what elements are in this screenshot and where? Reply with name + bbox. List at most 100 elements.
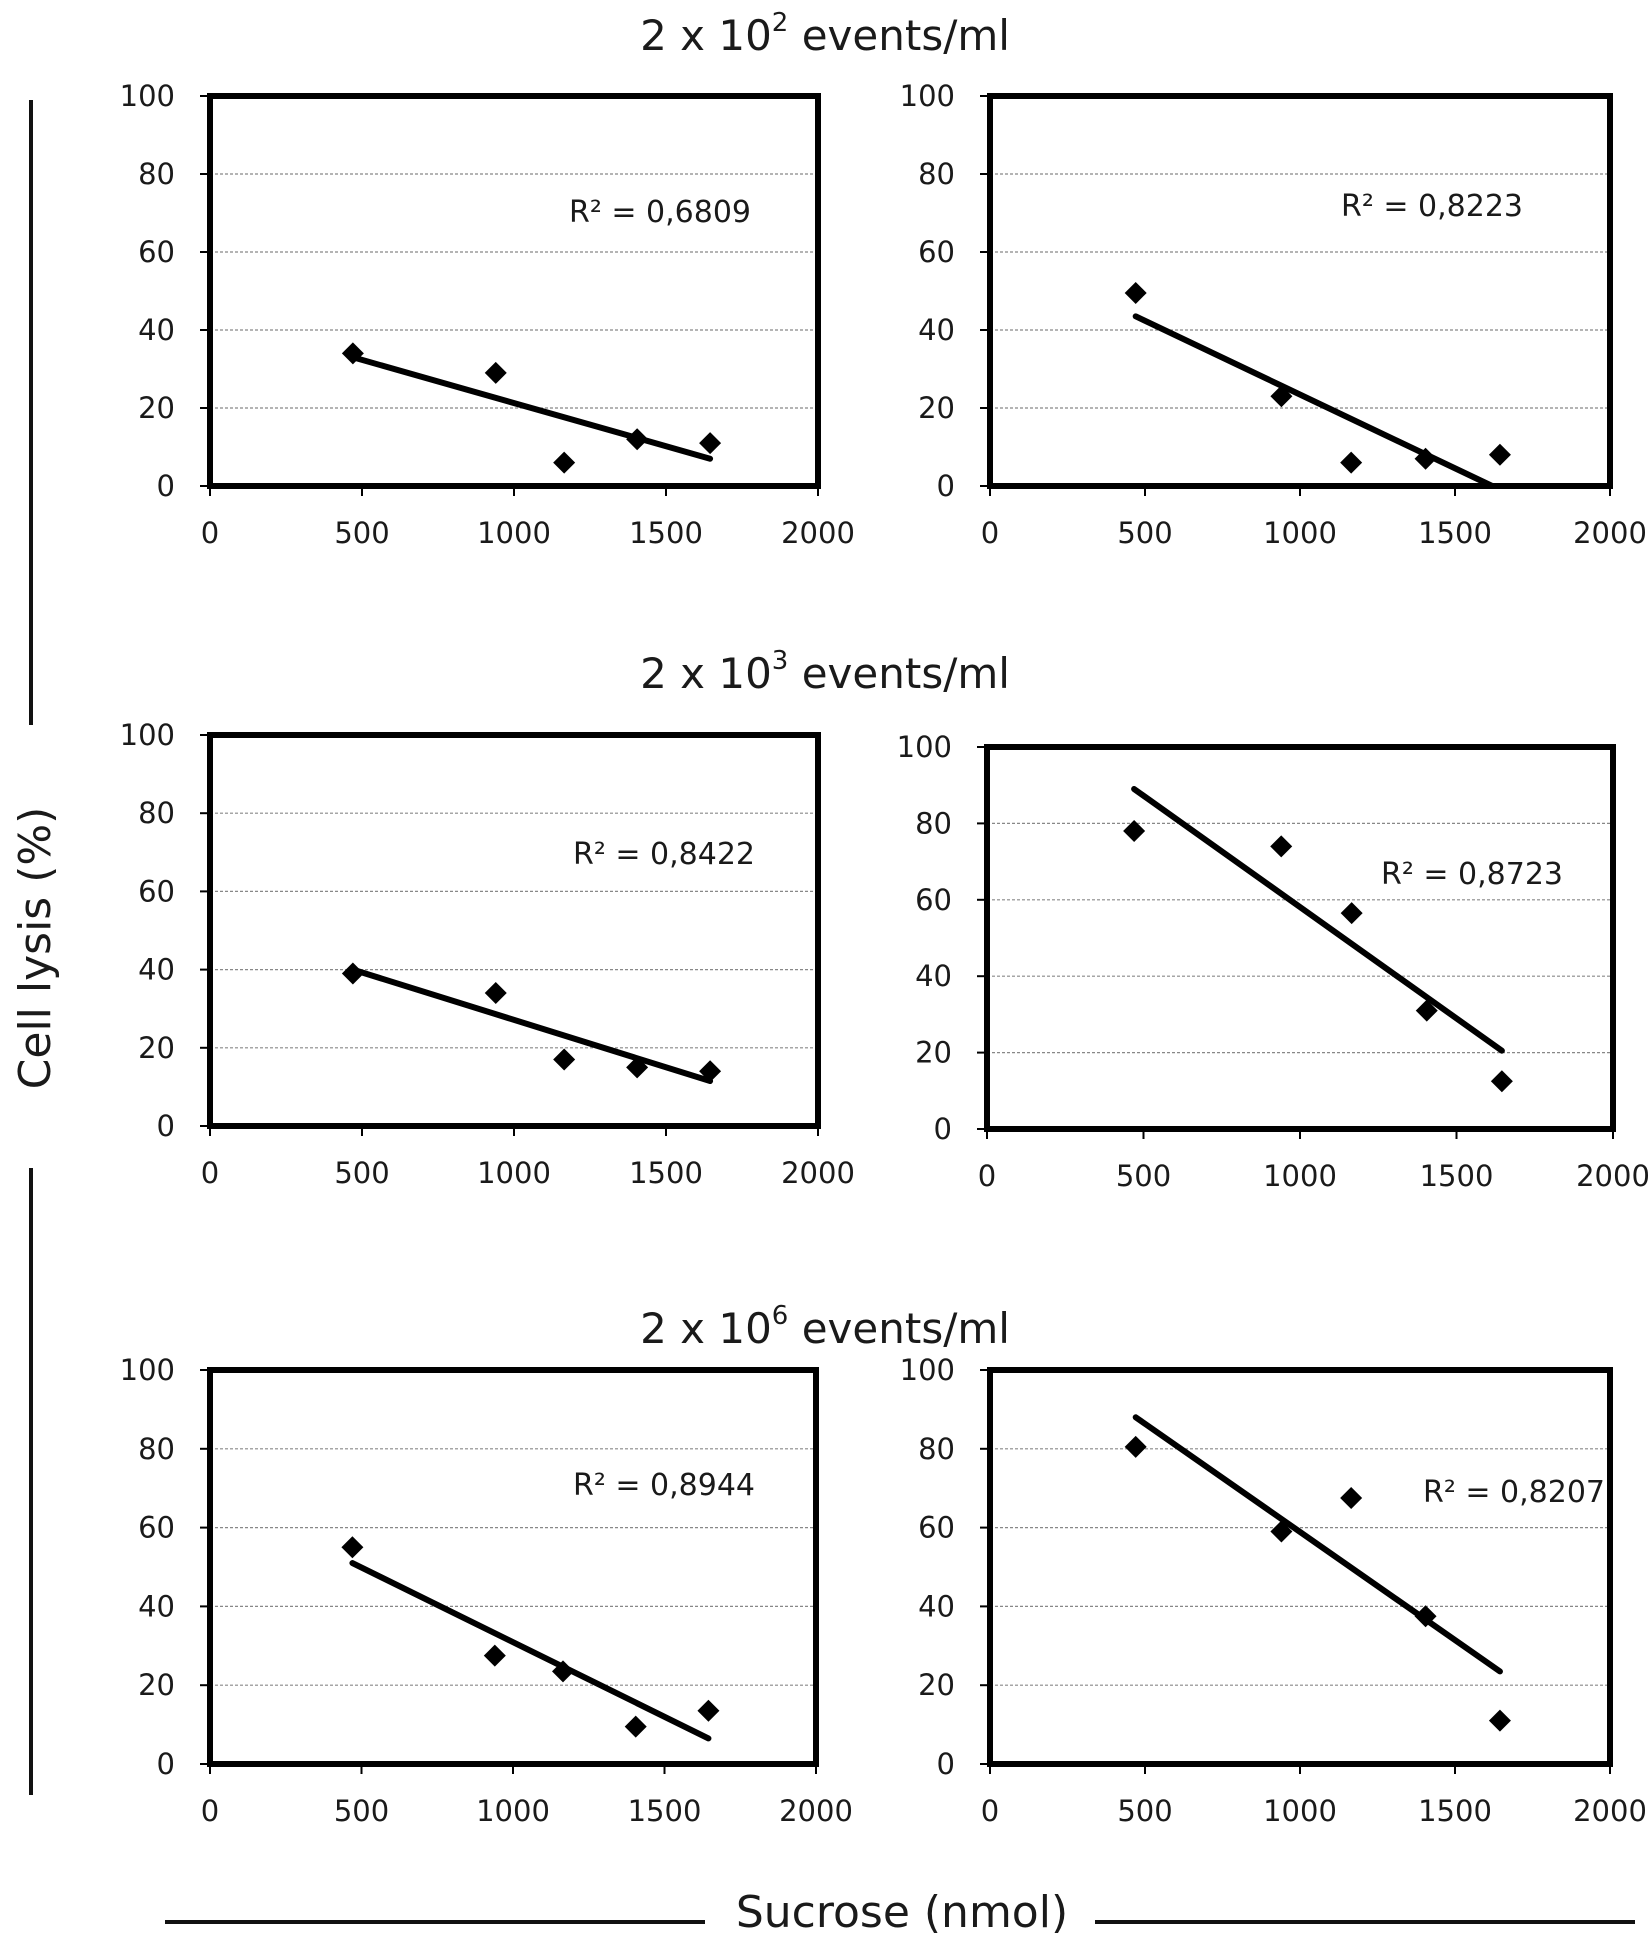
r1-left-xtick-label-0: 0 <box>201 516 219 550</box>
r2-right-data-point-0 <box>1123 820 1146 843</box>
r3-left-data-point-0 <box>341 1536 364 1559</box>
r1-left-ytick-label-3: 60 <box>138 235 175 269</box>
row-title-2-prefix: 2 x 10 <box>640 649 772 698</box>
r2-left-ytick-label-1: 20 <box>138 1031 175 1065</box>
r2-left-r2-label: R² = 0,8422 <box>573 837 755 872</box>
row-title-1-prefix: 2 x 10 <box>640 11 772 60</box>
r3-left-ytick-label-2: 40 <box>138 1589 175 1623</box>
r3-left-ytick-label-5: 100 <box>120 1353 175 1387</box>
r1-left-ytick-label-1: 20 <box>138 391 175 425</box>
r1-left-ytick-label-2: 40 <box>138 313 175 347</box>
r2-right-xtick-label-4: 2000 <box>1576 1159 1650 1193</box>
r3-left-ytick-label-1: 20 <box>138 1668 175 1702</box>
r3-right-trendline <box>1132 1414 1503 1675</box>
r1-right-data-point-3 <box>1414 447 1437 470</box>
r1-left-xtick-label-3: 1500 <box>629 516 703 550</box>
r3-right-r2-label: R² = 0,8207 <box>1423 1475 1605 1510</box>
r1-right-ytick-label-4: 80 <box>918 157 955 191</box>
r1-left-trendline <box>349 354 714 462</box>
r2-right-data-point-4 <box>1490 1070 1513 1093</box>
r2-left-data-point-4 <box>699 1060 722 1083</box>
r3-left-r2-label: R² = 0,8944 <box>573 1468 755 1503</box>
row-title-2-suffix: events/ml <box>788 649 1010 698</box>
r1-left-ytick-label-4: 80 <box>138 157 175 191</box>
r3-right-xtick-label-4: 2000 <box>1573 1794 1647 1828</box>
r2-left-data-point-0 <box>341 962 364 985</box>
r1-right-ytick-label-0: 0 <box>937 469 955 503</box>
r2-right-data-point-2 <box>1340 902 1363 925</box>
r1-left-r2-label: R² = 0,6809 <box>569 195 751 230</box>
r2-right-ytick-label-5: 100 <box>897 730 952 764</box>
r2-right-ytick-label-1: 20 <box>915 1036 952 1070</box>
r1-left-ytick-label-5: 100 <box>120 79 175 113</box>
r2-left-xtick-label-0: 0 <box>201 1156 219 1190</box>
r3-right-xtick-label-3: 1500 <box>1418 1794 1492 1828</box>
r3-right-plot-frame <box>987 1367 1613 1767</box>
r1-right-plot-frame <box>987 93 1613 489</box>
r3-left-trendline <box>349 1560 712 1742</box>
r2-left-ytick-label-5: 100 <box>120 718 175 752</box>
r3-right-ytick-label-2: 40 <box>918 1589 955 1623</box>
r3-right-data-point-0 <box>1124 1435 1147 1458</box>
r3-right-data-point-1 <box>1270 1520 1293 1543</box>
r3-left-data-point-3 <box>624 1715 647 1738</box>
r3-right-xtick-label-2: 1000 <box>1263 1794 1337 1828</box>
r2-right-r2-label: R² = 0,8723 <box>1381 857 1563 892</box>
y-axis-label: Cell lysis (%) <box>10 807 61 1090</box>
row-title-3-prefix: 2 x 10 <box>640 1304 772 1353</box>
r3-right-data-point-3 <box>1414 1605 1437 1628</box>
r3-left-ytick-label-0: 0 <box>157 1747 175 1781</box>
row-title-3-exponent: 6 <box>771 1301 789 1331</box>
r1-right-data-point-2 <box>1340 451 1363 474</box>
r2-left-data-point-3 <box>626 1056 649 1079</box>
r2-right-ytick-label-0: 0 <box>934 1112 952 1146</box>
r2-left-xtick-label-1: 500 <box>334 1156 389 1190</box>
row-title-2: 2 x 103 events/ml <box>0 640 1650 699</box>
r1-right-data-point-1 <box>1270 385 1293 408</box>
r3-left-xtick-label-4: 2000 <box>779 1794 853 1828</box>
r2-right-xtick-label-0: 0 <box>978 1159 996 1193</box>
r3-left-xtick-label-2: 1000 <box>476 1794 550 1828</box>
row-title-3-suffix: events/ml <box>788 1304 1010 1353</box>
r1-left-data-point-0 <box>341 342 364 365</box>
r1-right-xtick-label-2: 1000 <box>1263 516 1337 550</box>
r1-left-data-point-3 <box>626 428 649 451</box>
r1-right-xtick-label-4: 2000 <box>1573 516 1647 550</box>
r1-left-ytick-label-0: 0 <box>157 469 175 503</box>
row-title-2-exponent: 3 <box>771 646 789 676</box>
r2-left-xtick-label-4: 2000 <box>781 1156 855 1190</box>
r3-right-xtick-label-0: 0 <box>981 1794 999 1828</box>
r2-left-plot-frame <box>207 732 821 1129</box>
r3-left-ytick-label-3: 60 <box>138 1511 175 1545</box>
r3-right-ytick-label-1: 20 <box>918 1668 955 1702</box>
r2-left-ytick-label-3: 60 <box>138 874 175 908</box>
r3-left-plot-frame <box>207 1367 819 1767</box>
r2-left-xtick-label-3: 1500 <box>629 1156 703 1190</box>
r2-right-xtick-label-2: 1000 <box>1263 1159 1337 1193</box>
r2-right-ytick-label-4: 80 <box>915 806 952 840</box>
r1-right-ytick-label-2: 40 <box>918 313 955 347</box>
r3-right-data-point-4 <box>1488 1709 1511 1732</box>
r2-left-ytick-label-2: 40 <box>138 953 175 987</box>
r2-left-trendline <box>349 966 714 1085</box>
r2-left-ytick-label-0: 0 <box>157 1109 175 1143</box>
r1-right-ytick-label-3: 60 <box>918 235 955 269</box>
r3-right-ytick-label-5: 100 <box>900 1353 955 1387</box>
r3-right-ytick-label-4: 80 <box>918 1432 955 1466</box>
r1-left-data-point-2 <box>553 451 576 474</box>
r2-right-trendline <box>1131 786 1505 1054</box>
r1-right-xtick-label-0: 0 <box>981 516 999 550</box>
r3-right-data-point-2 <box>1340 1487 1363 1510</box>
r1-left-xtick-label-2: 1000 <box>477 516 551 550</box>
r2-left-ytick-label-4: 80 <box>138 796 175 830</box>
r1-left-xtick-label-4: 2000 <box>781 516 855 550</box>
row-title-1-exponent: 2 <box>771 8 789 38</box>
r3-right-xtick-label-1: 500 <box>1117 1794 1172 1828</box>
r1-right-data-point-0 <box>1124 281 1147 304</box>
r2-right-data-point-3 <box>1415 999 1438 1022</box>
r3-left-xtick-label-1: 500 <box>334 1794 389 1828</box>
r1-left-xtick-label-1: 500 <box>334 516 389 550</box>
